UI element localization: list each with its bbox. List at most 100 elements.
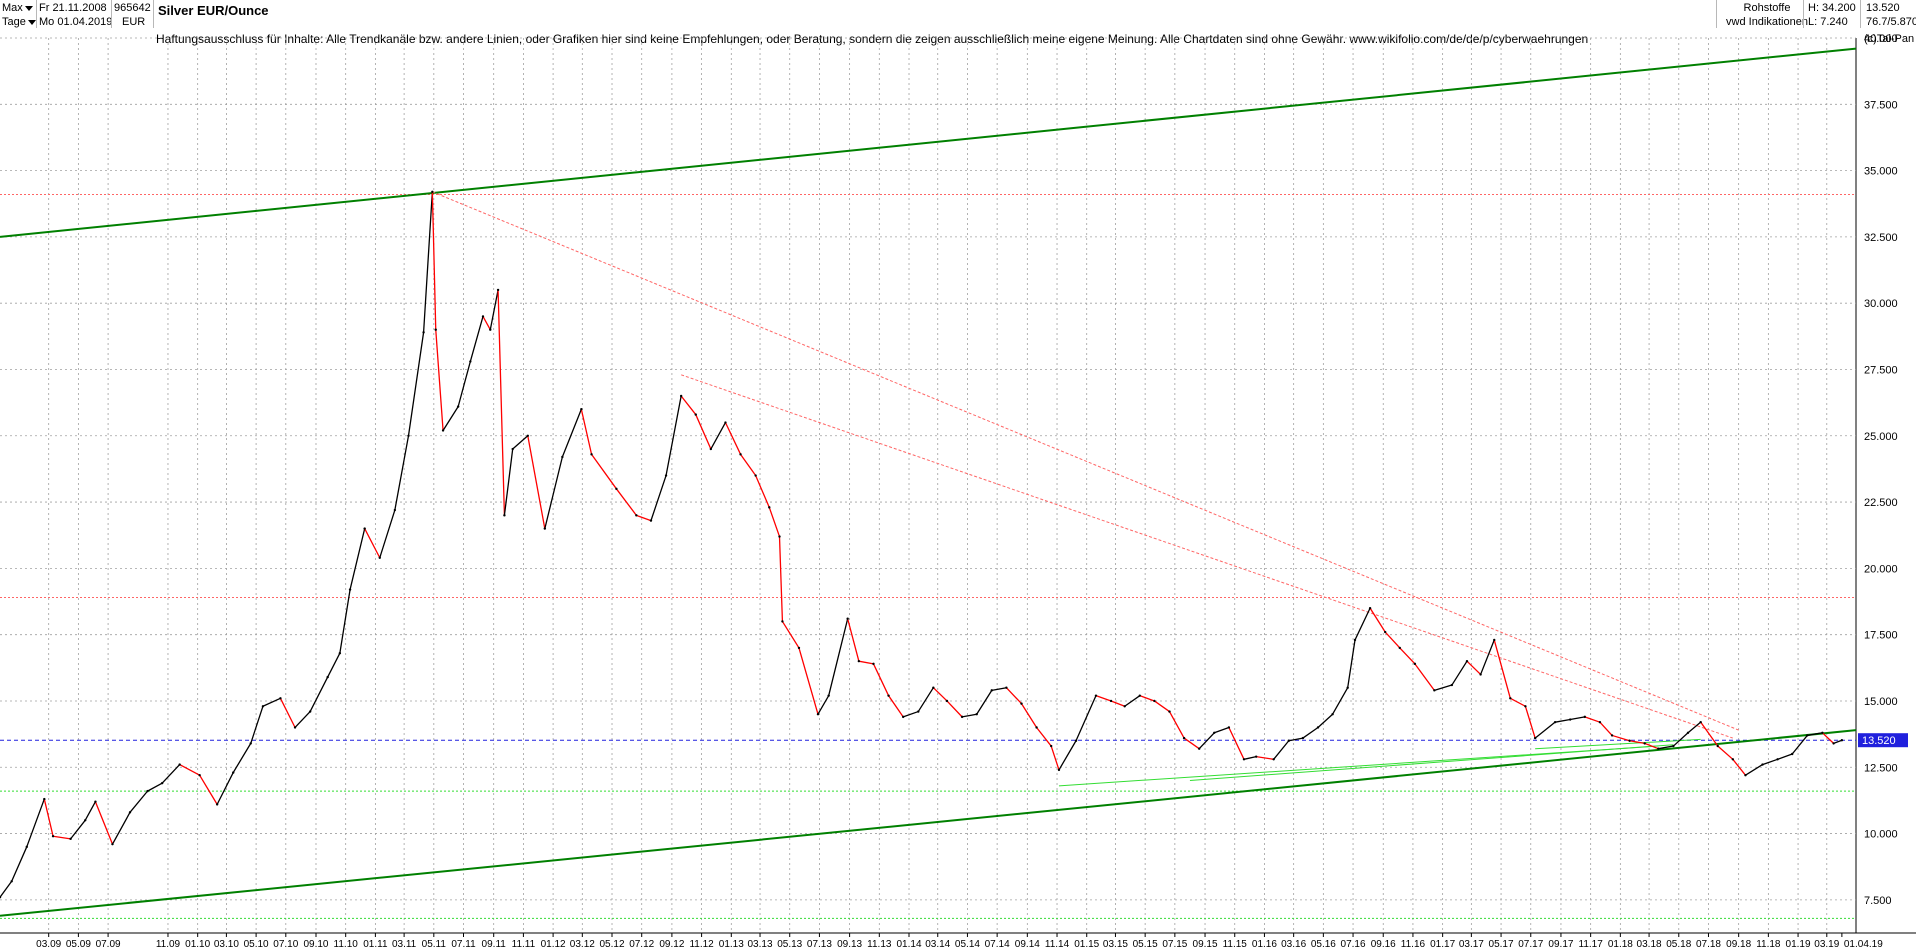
low-value: L: 7.240 [1808, 16, 1848, 28]
price-segment [1153, 700, 1171, 713]
price-segment [590, 453, 618, 490]
price-segment [198, 774, 218, 806]
chevron-down-icon [24, 5, 33, 11]
price-point [469, 360, 472, 363]
trend-line-upper-channel [0, 47, 1857, 238]
price-point [308, 710, 312, 713]
price-segment [1700, 721, 1719, 747]
price-segment [1317, 713, 1334, 729]
price-point [1272, 758, 1275, 761]
price-segment [1255, 756, 1275, 760]
x-tick-label: 07.09 [96, 939, 121, 950]
price-point [1316, 726, 1320, 729]
price-point [1242, 758, 1246, 761]
price-point [615, 487, 618, 491]
price-point [1057, 768, 1061, 772]
price-segment [1732, 758, 1747, 776]
price-segment [94, 801, 114, 845]
x-tick-label: 03.13 [748, 939, 773, 950]
price-segment [26, 798, 45, 848]
x-tick-label: 11.15 [1223, 939, 1248, 950]
horizontal-levels [0, 193, 1856, 919]
y-tick-label: 22.500 [1864, 497, 1898, 509]
price-point [1035, 726, 1038, 729]
price-point [51, 835, 55, 838]
price-segment [650, 474, 667, 522]
price-point [754, 474, 757, 477]
price-point [160, 781, 164, 785]
price-segment [1806, 732, 1824, 737]
x-tick-label: 11.14 [1045, 939, 1070, 950]
y-tick-label: 25.000 [1864, 431, 1898, 443]
price-point [1213, 731, 1216, 734]
price-segment [858, 660, 875, 665]
price-segment [1687, 721, 1702, 734]
x-tick-label: 07.14 [985, 939, 1010, 950]
x-tick-label: 03.18 [1637, 939, 1662, 950]
price-point [511, 447, 514, 451]
price-segment [1534, 721, 1556, 739]
price-point [917, 710, 920, 713]
trend-line-support-2015 [1189, 744, 1674, 782]
x-tick-label: 11.16 [1401, 939, 1426, 950]
price-segment [1414, 663, 1436, 692]
price-point [1168, 710, 1171, 713]
price-point [25, 845, 28, 849]
price-point [1821, 731, 1824, 734]
chart-grid [0, 37, 1916, 934]
range-selector[interactable]: Max [2, 1, 33, 15]
x-tick-label: 11.09 [156, 939, 181, 950]
price-point [261, 705, 265, 708]
y-tick-label: 27.500 [1864, 364, 1898, 376]
trend-line-support-2017 [1535, 738, 1701, 750]
x-tick-label: 01.17 [1430, 939, 1455, 950]
price-point [778, 535, 781, 538]
price-segment [1369, 607, 1386, 633]
price-point [348, 588, 352, 591]
price-segment [1168, 710, 1185, 739]
price-point [739, 453, 742, 456]
price-point [1413, 662, 1417, 666]
price-point [422, 331, 425, 334]
interval-selector[interactable]: Tage [2, 15, 36, 29]
price-segment [710, 421, 727, 450]
price-point [975, 713, 978, 716]
price-point [1610, 734, 1614, 737]
price-point [1020, 702, 1023, 705]
price-point [1153, 699, 1156, 703]
price-segment [457, 360, 471, 408]
price-point [1744, 774, 1747, 777]
price-segment [1058, 740, 1077, 771]
price-segment [1020, 702, 1038, 729]
x-tick-label: 05.10 [244, 939, 269, 950]
price-segment [1399, 647, 1416, 665]
x-tick-label: 09.14 [1015, 939, 1040, 950]
price-segment [161, 763, 181, 784]
price-segment [309, 676, 329, 713]
price-segment [932, 687, 948, 702]
price-segment [580, 408, 593, 455]
price-series [0, 190, 1844, 899]
price-point [1182, 736, 1186, 740]
y-tick-label: 10.000 [1864, 829, 1898, 841]
y-tick-label: 40.000 [1864, 33, 1898, 45]
price-point [1524, 705, 1527, 708]
price-point [1509, 697, 1512, 700]
price-segment [754, 474, 770, 509]
price-point [664, 474, 668, 477]
x-tick-label: 03.14 [925, 939, 950, 950]
trend-line-lower-channel [0, 729, 1857, 917]
price-point [1465, 659, 1469, 663]
price-segment [250, 705, 264, 745]
price-point [215, 803, 219, 806]
price-segment [43, 798, 54, 837]
y-tick-label: 32.500 [1864, 232, 1898, 244]
price-point [326, 675, 329, 679]
price-segment [1657, 745, 1675, 750]
price-point [249, 742, 252, 745]
price-point [724, 421, 727, 424]
price-point [1699, 720, 1702, 724]
price-segment [364, 527, 381, 559]
y-tick-label: 17.500 [1864, 630, 1898, 642]
